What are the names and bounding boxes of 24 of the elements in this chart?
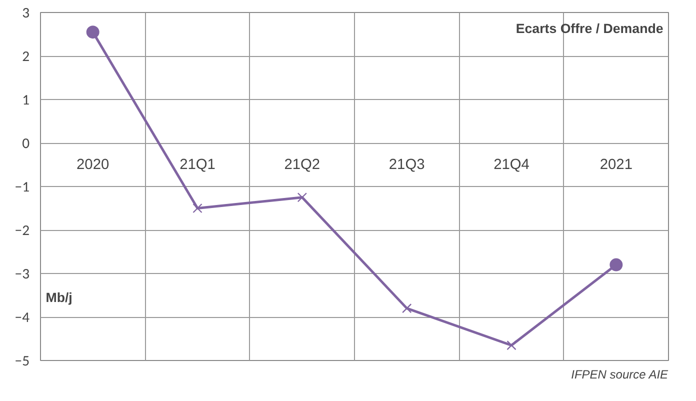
x-tick-label: 21Q4 [494, 157, 530, 173]
x-tick-label: 21Q3 [388, 157, 425, 173]
y-tick-label: 0 [22, 134, 30, 152]
y-tick-label: −2 [14, 221, 30, 239]
x-tick-label: 21Q2 [284, 157, 320, 173]
text: Ecarts Offre / Demande [516, 21, 664, 36]
text: IFPEN source AIE [571, 368, 670, 382]
y-tick-label: 2 [22, 47, 30, 65]
point [402, 303, 412, 314]
y-tick-label: −3 [14, 264, 30, 282]
point [297, 192, 308, 202]
x-tick-label: 2021 [600, 157, 632, 173]
point [86, 26, 100, 39]
x-tick-label: 21Q1 [180, 157, 216, 173]
y-tick-label: 1 [22, 90, 30, 108]
y-tick-label: 3 [22, 4, 30, 22]
point [506, 340, 516, 350]
y-tick-label: −5 [14, 352, 30, 370]
point [610, 258, 623, 272]
y-tick-label: −4 [14, 308, 30, 326]
y-axis-title: Mb/j [46, 290, 72, 305]
point [192, 203, 202, 214]
y-tick-label: −1 [14, 178, 30, 196]
x-tick-label: 2020 [76, 157, 110, 173]
